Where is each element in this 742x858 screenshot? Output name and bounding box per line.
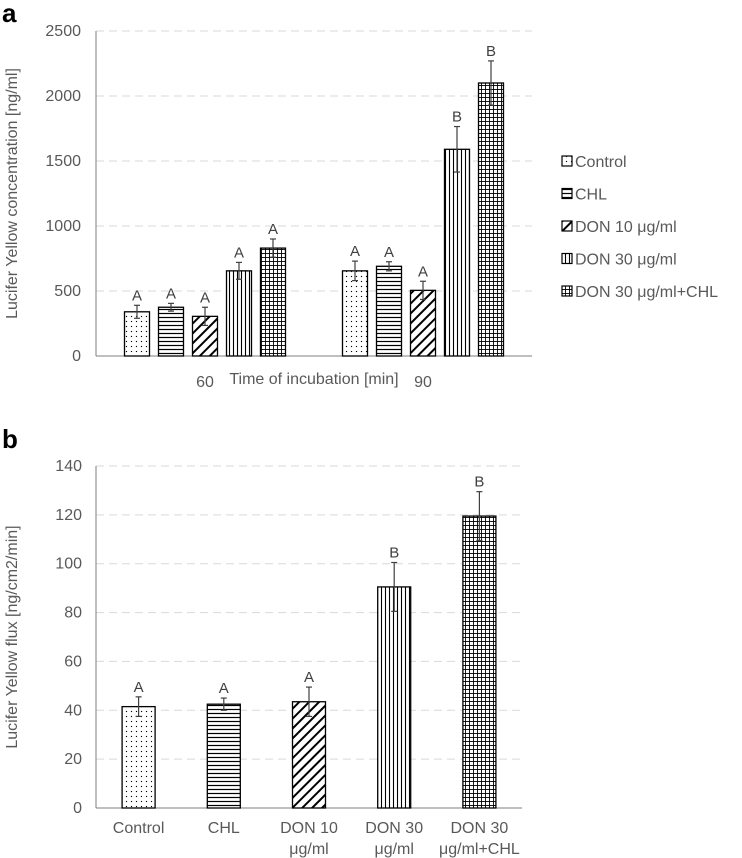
legend-label: Control — [575, 154, 627, 171]
significance-label: B — [474, 474, 484, 491]
significance-label: A — [234, 244, 244, 261]
bar — [206, 703, 241, 809]
y-tick-label: 40 — [64, 702, 82, 719]
y-tick-label: 60 — [64, 653, 82, 670]
panel-b-chart: 0 20 40 60 80 100 120 140 A Control A CHL A DON 10 μg/… — [4, 458, 522, 858]
y-tick-label: 2000 — [45, 88, 81, 105]
x-tick-label: 90 — [414, 374, 432, 391]
y-tick-label: 2500 — [45, 23, 81, 40]
significance-label: A — [219, 680, 229, 697]
y-tick-label: 1500 — [45, 153, 81, 170]
significance-label: B — [389, 544, 399, 561]
significance-label: B — [486, 43, 496, 60]
bar — [375, 265, 403, 357]
legend-label: CHL — [575, 187, 607, 204]
panel-b-letter: b — [2, 424, 18, 454]
x-axis-title: Time of incubation [min] — [229, 371, 398, 388]
y-axis-title: Lucifer Yellow flux [ng/cm2/min] — [4, 525, 21, 748]
x-tick-label: μg/ml — [374, 841, 413, 858]
panel-a-chart: 0 500 1000 1500 2000 2500 A A A A A A A B A B 60 90 Time o… — [4, 23, 718, 391]
legend-swatch — [561, 220, 573, 232]
x-tick-label: 60 — [196, 374, 214, 391]
bar — [123, 311, 151, 357]
bar — [477, 82, 505, 357]
legend-swatch — [561, 155, 573, 167]
legend-swatch — [561, 285, 573, 297]
bar — [409, 289, 437, 357]
significance-label: A — [134, 679, 144, 696]
y-tick-label: 500 — [54, 283, 81, 300]
significance-label: A — [350, 243, 360, 260]
y-tick-label: 0 — [72, 348, 81, 365]
bar — [121, 705, 156, 809]
legend-label: DON 10 μg/ml — [575, 219, 677, 236]
x-tick-label: Control — [113, 820, 165, 837]
y-tick-label: 0 — [73, 800, 82, 817]
significance-label: A — [200, 289, 210, 306]
legend-label: DON 30 μg/ml — [575, 252, 677, 269]
legend-swatch — [561, 252, 573, 265]
panel-a-letter: a — [2, 0, 17, 28]
significance-label: A — [384, 244, 394, 261]
bar — [157, 306, 185, 357]
x-tick-label: DON 30 — [451, 820, 509, 837]
legend-swatch — [561, 187, 573, 200]
significance-label: A — [268, 221, 278, 238]
significance-label: A — [304, 669, 314, 686]
significance-label: A — [132, 287, 142, 304]
y-tick-label: 120 — [55, 507, 82, 524]
y-axis-title: Lucifer Yellow concentration [ng/ml] — [4, 68, 21, 319]
y-tick-label: 80 — [64, 605, 82, 622]
significance-label: A — [418, 263, 428, 280]
y-tick-label: 140 — [55, 458, 82, 475]
x-tick-label: μg/ml — [289, 841, 328, 858]
bar — [259, 247, 287, 357]
bar — [443, 148, 471, 357]
bar — [462, 515, 497, 809]
bar — [291, 701, 327, 809]
x-tick-label: DON 30 — [365, 820, 423, 837]
bar — [225, 270, 253, 357]
x-tick-label: μg/ml+CHL — [439, 841, 520, 858]
y-tick-label: 20 — [64, 751, 82, 768]
x-tick-label: CHL — [208, 820, 240, 837]
x-tick-label: DON 10 — [280, 820, 338, 837]
bar — [341, 270, 369, 357]
bar — [377, 586, 412, 809]
significance-label: A — [166, 285, 176, 302]
significance-label: B — [452, 109, 462, 126]
y-tick-label: 1000 — [45, 218, 81, 235]
legend-label: DON 30 μg/ml+CHL — [575, 284, 718, 301]
y-tick-label: 100 — [55, 556, 82, 573]
